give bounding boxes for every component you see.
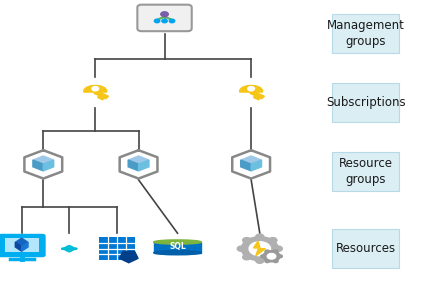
- Circle shape: [162, 19, 167, 23]
- FancyBboxPatch shape: [137, 5, 192, 31]
- Polygon shape: [253, 96, 258, 98]
- Polygon shape: [15, 238, 28, 247]
- Circle shape: [241, 237, 278, 261]
- Polygon shape: [128, 160, 139, 171]
- FancyBboxPatch shape: [333, 14, 399, 53]
- FancyBboxPatch shape: [99, 237, 135, 260]
- FancyBboxPatch shape: [0, 234, 46, 257]
- Polygon shape: [128, 156, 149, 164]
- Circle shape: [269, 255, 277, 260]
- Polygon shape: [251, 160, 262, 171]
- Polygon shape: [241, 156, 262, 164]
- Circle shape: [256, 258, 264, 263]
- Polygon shape: [33, 156, 54, 164]
- Polygon shape: [100, 97, 104, 100]
- Circle shape: [274, 250, 278, 253]
- Polygon shape: [154, 242, 201, 253]
- Circle shape: [68, 248, 71, 250]
- Polygon shape: [94, 91, 109, 99]
- Polygon shape: [84, 85, 107, 92]
- Circle shape: [274, 246, 282, 251]
- FancyBboxPatch shape: [333, 229, 399, 268]
- Circle shape: [267, 253, 276, 259]
- Ellipse shape: [154, 251, 201, 255]
- FancyBboxPatch shape: [333, 152, 399, 191]
- Polygon shape: [253, 241, 265, 256]
- Text: Resources: Resources: [336, 242, 396, 255]
- Circle shape: [269, 237, 277, 243]
- Circle shape: [242, 237, 251, 243]
- Text: Management
groups: Management groups: [327, 19, 405, 48]
- Circle shape: [263, 251, 280, 262]
- Polygon shape: [256, 97, 260, 100]
- Ellipse shape: [154, 240, 201, 244]
- Circle shape: [249, 242, 271, 256]
- Circle shape: [65, 248, 68, 250]
- Polygon shape: [33, 160, 43, 171]
- Circle shape: [237, 246, 246, 251]
- Polygon shape: [241, 160, 251, 171]
- Text: SQL: SQL: [169, 243, 186, 251]
- FancyBboxPatch shape: [333, 83, 399, 122]
- Circle shape: [242, 255, 251, 260]
- Circle shape: [70, 248, 73, 250]
- Circle shape: [278, 255, 282, 258]
- Text: Subscriptions: Subscriptions: [326, 96, 406, 109]
- Text: Resource
groups: Resource groups: [339, 157, 393, 186]
- Polygon shape: [97, 96, 102, 98]
- Circle shape: [274, 260, 278, 262]
- Circle shape: [92, 87, 99, 91]
- Circle shape: [261, 255, 265, 258]
- Polygon shape: [120, 251, 138, 263]
- Circle shape: [265, 250, 269, 253]
- Polygon shape: [240, 85, 262, 92]
- Polygon shape: [43, 160, 54, 171]
- Circle shape: [265, 260, 269, 262]
- Circle shape: [161, 12, 168, 17]
- Circle shape: [248, 87, 255, 91]
- Polygon shape: [250, 91, 265, 99]
- Polygon shape: [22, 242, 28, 251]
- FancyBboxPatch shape: [5, 238, 39, 252]
- Polygon shape: [139, 160, 149, 171]
- Circle shape: [169, 19, 175, 23]
- Circle shape: [256, 234, 264, 239]
- Circle shape: [154, 19, 160, 23]
- Polygon shape: [15, 242, 22, 251]
